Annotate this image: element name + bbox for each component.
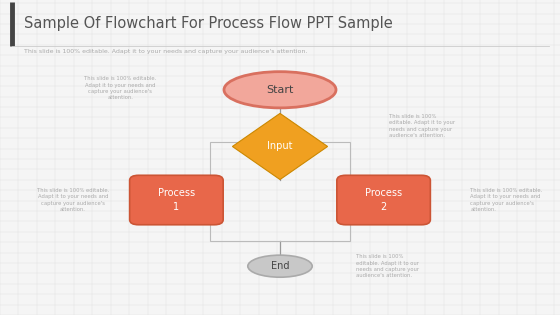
Text: This slide is 100% editable.
Adapt it to your needs and
capture your audience's
: This slide is 100% editable. Adapt it to… bbox=[84, 77, 157, 100]
Text: This slide is 100% editable.
Adapt it to your needs and
capture your audience's
: This slide is 100% editable. Adapt it to… bbox=[36, 188, 109, 212]
FancyBboxPatch shape bbox=[337, 175, 430, 225]
Text: Input: Input bbox=[267, 141, 293, 152]
FancyBboxPatch shape bbox=[129, 175, 223, 225]
Text: This slide is 100% editable.
Adapt it to your needs and
capture your audience's
: This slide is 100% editable. Adapt it to… bbox=[470, 188, 543, 212]
Ellipse shape bbox=[248, 255, 312, 277]
Ellipse shape bbox=[224, 72, 336, 108]
Text: Process
1: Process 1 bbox=[158, 188, 195, 212]
Text: This slide is 100%
editable. Adapt it to your
needs and capture your
audience's : This slide is 100% editable. Adapt it to… bbox=[389, 114, 455, 138]
Text: Start: Start bbox=[267, 85, 293, 95]
Text: Process
2: Process 2 bbox=[365, 188, 402, 212]
Text: End: End bbox=[270, 261, 290, 271]
Polygon shape bbox=[232, 113, 328, 180]
Text: This slide is 100%
editable. Adapt it to our
needs and capture your
audience's a: This slide is 100% editable. Adapt it to… bbox=[356, 255, 419, 278]
Text: This slide is 100% editable. Adapt it to your needs and capture your audience's : This slide is 100% editable. Adapt it to… bbox=[24, 49, 307, 54]
Text: Sample Of Flowchart For Process Flow PPT Sample: Sample Of Flowchart For Process Flow PPT… bbox=[24, 16, 392, 31]
